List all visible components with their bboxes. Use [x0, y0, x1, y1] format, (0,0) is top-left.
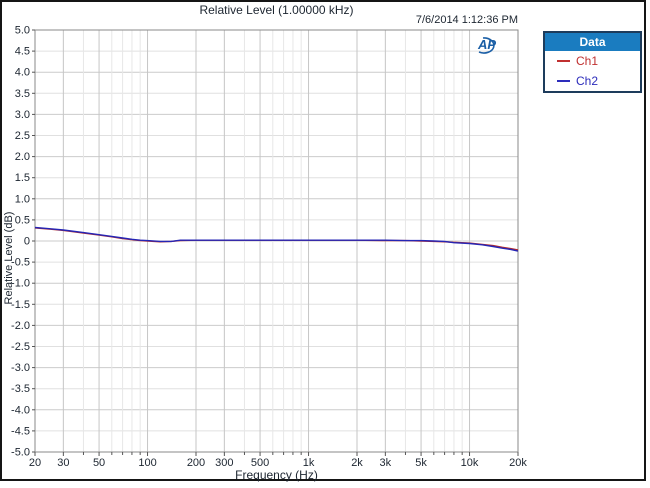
legend-item-ch2[interactable]: Ch2	[545, 71, 640, 91]
y-tick-label: -5.0	[11, 447, 30, 459]
y-tick-label: -3.5	[11, 383, 30, 395]
x-axis-title: Frequency (Hz)	[235, 468, 318, 482]
grid	[35, 30, 518, 452]
ch2-line-swatch	[557, 80, 570, 82]
audio-precision-logo-icon: AP	[477, 37, 496, 54]
y-tick-label: -1.0	[11, 278, 30, 290]
x-tick-label: 50	[93, 457, 105, 469]
x-tick-label: 200	[187, 457, 205, 469]
y-tick-label: 3.0	[15, 109, 30, 121]
y-tick-label: -3.0	[11, 362, 30, 374]
y-tick-label: 4.5	[15, 46, 30, 58]
x-tick-label: 2k	[351, 457, 363, 469]
y-tick-label: -4.5	[11, 425, 30, 437]
y-tick-label: -0.5	[11, 257, 30, 269]
y-tick-label: -4.0	[11, 404, 30, 416]
y-tick-label: 4.0	[15, 67, 30, 79]
y-tick-label: 2.0	[15, 151, 30, 163]
timestamp: 7/6/2014 1:12:36 PM	[415, 14, 518, 26]
y-tick-label: -2.5	[11, 341, 30, 353]
curve-ch2	[34, 226, 519, 252]
x-tick-label: 20k	[509, 457, 527, 469]
x-axis: 20 30 50 100 200 300 500 1k 2k 3k 5k 10k 20k	[29, 452, 527, 469]
y-axis-title: Relative Level (dB)	[3, 212, 15, 305]
chart-title: Relative Level (1.00000 kHz)	[199, 3, 354, 17]
legend-item-label: Ch2	[576, 74, 599, 88]
y-tick-label: 1.0	[15, 193, 30, 205]
x-tick-label: 100	[138, 457, 156, 469]
y-tick-label: 1.5	[15, 172, 30, 184]
legend-title: Data	[545, 33, 640, 51]
x-tick-label: 5k	[415, 457, 427, 469]
y-tick-label: -1.5	[11, 299, 30, 311]
legend: Data Ch1 Ch2	[543, 31, 642, 93]
y-tick-label: 2.5	[15, 130, 30, 142]
ch1-line-swatch	[557, 60, 570, 62]
x-tick-label: 1k	[303, 457, 315, 469]
y-tick-label: -2.0	[11, 320, 30, 332]
legend-item-label: Ch1	[576, 54, 599, 68]
x-tick-label: 3k	[380, 457, 392, 469]
logo-text: AP	[477, 37, 496, 52]
y-tick-label: 3.5	[15, 88, 30, 100]
x-tick-label: 10k	[461, 457, 479, 469]
x-tick-label: 30	[57, 457, 69, 469]
curve-ch1	[34, 227, 519, 251]
logo-swoosh	[478, 37, 495, 54]
x-tick-label: 20	[29, 457, 41, 469]
y-tick-label: 0.5	[15, 214, 30, 226]
y-axis: 5.0 4.5 4.0 3.5 3.0 2.5 2.0 1.5 1.0 0.5 0 -0.5 -1.0 -…	[11, 25, 35, 459]
y-tick-label: 0	[24, 236, 30, 248]
x-tick-label: 500	[251, 457, 269, 469]
x-tick-label: 300	[215, 457, 233, 469]
y-tick-label: 5.0	[15, 25, 30, 37]
legend-item-ch1[interactable]: Ch1	[545, 51, 640, 71]
